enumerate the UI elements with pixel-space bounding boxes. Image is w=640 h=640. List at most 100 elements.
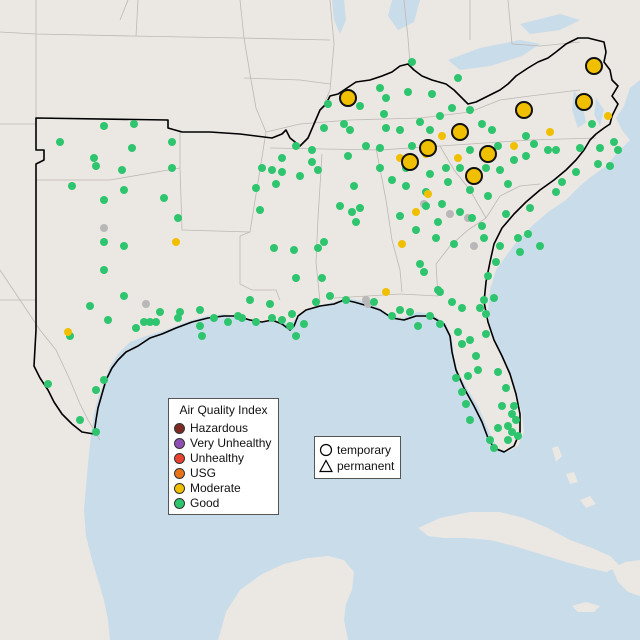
no-data-marker	[446, 210, 454, 218]
good-marker	[120, 292, 128, 300]
good-marker	[478, 120, 486, 128]
good-marker	[434, 218, 442, 226]
good-marker	[140, 318, 148, 326]
good-marker	[388, 312, 396, 320]
good-marker	[252, 184, 260, 192]
good-marker	[508, 410, 516, 418]
good-marker	[278, 154, 286, 162]
good-marker	[482, 164, 490, 172]
good-marker	[246, 296, 254, 304]
very-unhealthy-swatch-icon	[174, 437, 185, 449]
good-marker	[526, 204, 534, 212]
good-marker	[468, 214, 476, 222]
temporary-moderate-marker	[575, 93, 593, 111]
permanent-label: permanent	[337, 458, 395, 473]
good-marker	[594, 160, 602, 168]
good-marker	[596, 144, 604, 152]
good-marker	[462, 400, 470, 408]
good-marker	[436, 320, 444, 328]
good-marker	[196, 306, 204, 314]
good-marker	[576, 144, 584, 152]
good-marker	[428, 90, 436, 98]
good-marker	[270, 244, 278, 252]
good-marker	[100, 376, 108, 384]
moderate-marker	[424, 190, 432, 198]
good-marker	[444, 178, 452, 186]
good-marker	[514, 234, 522, 242]
good-marker	[356, 204, 364, 212]
good-marker	[544, 146, 552, 154]
good-marker	[466, 146, 474, 154]
good-marker	[292, 142, 300, 150]
moderate-marker	[454, 154, 462, 162]
good-marker	[610, 138, 618, 146]
legend-label: Unhealthy	[190, 451, 245, 465]
good-marker	[326, 292, 334, 300]
good-marker	[132, 324, 140, 332]
good-marker	[426, 126, 434, 134]
good-marker	[472, 352, 480, 360]
usg-swatch-icon	[174, 467, 185, 479]
good-marker	[90, 154, 98, 162]
good-marker	[552, 146, 560, 154]
good-marker	[168, 138, 176, 146]
good-marker	[426, 170, 434, 178]
good-marker	[320, 238, 328, 246]
good-marker	[120, 186, 128, 194]
good-swatch-icon	[174, 497, 185, 509]
good-marker	[130, 120, 138, 128]
legend-item-good: Good	[174, 496, 219, 510]
good-marker	[346, 126, 354, 134]
good-marker	[288, 310, 296, 318]
good-marker	[512, 416, 520, 424]
good-marker	[466, 416, 474, 424]
no-data-marker	[142, 300, 150, 308]
yucatan-peninsula	[218, 556, 354, 640]
legend-label: Moderate	[190, 481, 241, 495]
good-marker	[456, 208, 464, 216]
good-marker	[522, 152, 530, 160]
good-marker	[118, 166, 126, 174]
moderate-marker	[604, 112, 612, 120]
good-marker	[492, 258, 500, 266]
good-marker	[466, 336, 474, 344]
good-marker	[120, 242, 128, 250]
no-data-marker	[362, 296, 370, 304]
moderate-marker	[546, 128, 554, 136]
good-marker	[252, 318, 260, 326]
hispaniola	[612, 560, 640, 596]
good-marker	[614, 146, 622, 154]
region-outline	[33, 37, 619, 453]
good-marker	[420, 268, 428, 276]
good-marker	[504, 180, 512, 188]
good-marker	[476, 304, 484, 312]
good-marker	[348, 208, 356, 216]
moderate-marker	[412, 208, 420, 216]
good-marker	[426, 312, 434, 320]
good-marker	[292, 332, 300, 340]
good-marker	[256, 206, 264, 214]
good-marker	[490, 444, 498, 452]
good-marker	[352, 218, 360, 226]
good-marker	[466, 186, 474, 194]
good-marker	[376, 84, 384, 92]
good-marker	[498, 402, 506, 410]
moderate-marker	[64, 328, 72, 336]
good-marker	[502, 384, 510, 392]
temporary-moderate-marker	[515, 101, 533, 119]
good-marker	[224, 318, 232, 326]
good-marker	[308, 146, 316, 154]
good-marker	[100, 122, 108, 130]
good-marker	[290, 246, 298, 254]
good-marker	[436, 288, 444, 296]
good-marker	[342, 296, 350, 304]
good-marker	[454, 328, 462, 336]
good-marker	[362, 142, 370, 150]
good-marker	[456, 164, 464, 172]
temporary-moderate-marker	[585, 57, 603, 75]
good-marker	[494, 368, 502, 376]
good-marker	[412, 226, 420, 234]
moderate-marker	[398, 240, 406, 248]
temporary-moderate-marker	[479, 145, 497, 163]
good-marker	[494, 424, 502, 432]
